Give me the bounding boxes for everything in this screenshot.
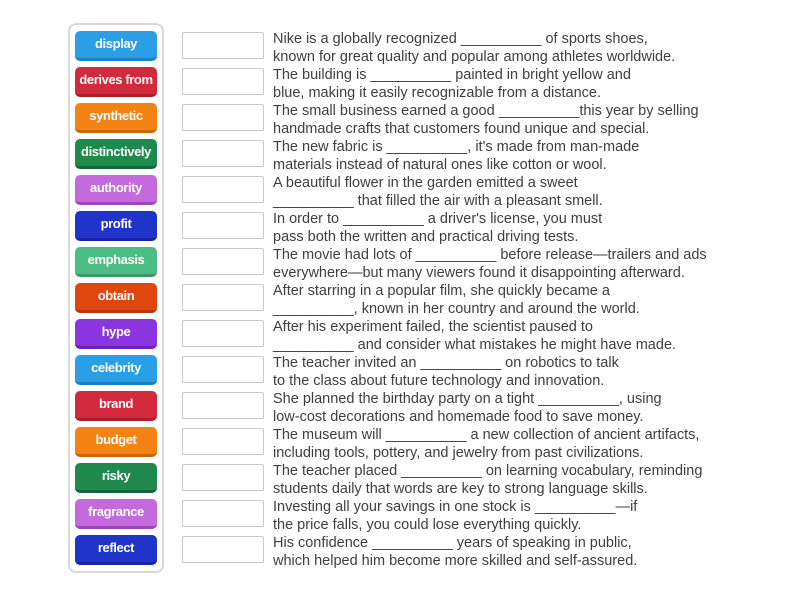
- answer-dropzone[interactable]: [182, 428, 264, 455]
- word-tile[interactable]: distinctively: [75, 139, 157, 169]
- sentence-line-1: The small business earned a good _______…: [273, 103, 699, 119]
- word-tile[interactable]: authority: [75, 175, 157, 205]
- answer-dropzone[interactable]: [182, 32, 264, 59]
- match-item: The teacher placed __________ on learnin…: [182, 462, 782, 498]
- sentence-line-2: pass both the written and practical driv…: [273, 229, 579, 245]
- answer-dropzone[interactable]: [182, 176, 264, 203]
- sentence-line-2: which helped him become more skilled and…: [273, 553, 638, 569]
- word-tile[interactable]: display: [75, 31, 157, 61]
- word-tile[interactable]: hype: [75, 319, 157, 349]
- sentence-text: Investing all your savings in one stock …: [273, 498, 637, 534]
- answer-dropzone[interactable]: [182, 140, 264, 167]
- sentence-line-1: The teacher invited an __________ on rob…: [273, 355, 619, 371]
- match-item: The teacher invited an __________ on rob…: [182, 354, 782, 390]
- sentence-line-1: The new fabric is __________, it's made …: [273, 139, 640, 155]
- sentence-line-2: the price falls, you could lose everythi…: [273, 517, 582, 533]
- match-item: In order to __________ a driver's licens…: [182, 210, 782, 246]
- answer-dropzone[interactable]: [182, 356, 264, 383]
- sentence-line-2: materials instead of natural ones like c…: [273, 157, 607, 173]
- match-item: After starring in a popular film, she qu…: [182, 282, 782, 318]
- sentence-line-2: known for great quality and popular amon…: [273, 49, 676, 65]
- match-item: Investing all your savings in one stock …: [182, 498, 782, 534]
- answer-dropzone[interactable]: [182, 464, 264, 491]
- match-item: A beautiful flower in the garden emitted…: [182, 174, 782, 210]
- match-item: The building is __________ painted in br…: [182, 66, 782, 102]
- word-tile[interactable]: reflect: [75, 535, 157, 565]
- word-tiles-panel: display derives from synthetic distinctivel…: [68, 23, 164, 573]
- sentence-line-2: handmade crafts that customers found uni…: [273, 121, 650, 137]
- sentence-line-2: students daily that words are key to str…: [273, 481, 648, 497]
- answer-dropzone[interactable]: [182, 212, 264, 239]
- sentence-line-1: His confidence __________ years of speak…: [273, 535, 632, 551]
- word-tile[interactable]: brand: [75, 391, 157, 421]
- sentence-text: The teacher invited an __________ on rob…: [273, 354, 619, 390]
- sentence-text: After starring in a popular film, she qu…: [273, 282, 640, 318]
- sentence-line-1: The movie had lots of __________ before …: [273, 247, 707, 263]
- answer-dropzone[interactable]: [182, 392, 264, 419]
- sentence-line-1: She planned the birthday party on a tigh…: [273, 391, 662, 407]
- sentence-text: Nike is a globally recognized __________…: [273, 30, 675, 66]
- word-tile[interactable]: budget: [75, 427, 157, 457]
- answer-dropzone[interactable]: [182, 104, 264, 131]
- word-tile[interactable]: fragrance: [75, 499, 157, 529]
- sentence-text: After his experiment failed, the scienti…: [273, 318, 676, 354]
- sentence-text: The small business earned a good _______…: [273, 102, 699, 138]
- sentence-line-2: __________ that filled the air with a pl…: [273, 193, 603, 209]
- match-item: The small business earned a good _______…: [182, 102, 782, 138]
- word-tile[interactable]: synthetic: [75, 103, 157, 133]
- match-item: The movie had lots of __________ before …: [182, 246, 782, 282]
- answer-dropzone[interactable]: [182, 68, 264, 95]
- sentence-line-2: everywhere—but many viewers found it dis…: [273, 265, 685, 281]
- match-item: After his experiment failed, the scienti…: [182, 318, 782, 354]
- sentence-text: The museum will __________ a new collect…: [273, 426, 699, 462]
- match-item: She planned the birthday party on a tigh…: [182, 390, 782, 426]
- answer-dropzone[interactable]: [182, 320, 264, 347]
- answer-dropzone[interactable]: [182, 536, 264, 563]
- match-item: The museum will __________ a new collect…: [182, 426, 782, 462]
- sentence-line-1: In order to __________ a driver's licens…: [273, 211, 603, 227]
- sentence-text: A beautiful flower in the garden emitted…: [273, 174, 603, 210]
- sentence-list: Nike is a globally recognized __________…: [182, 30, 782, 570]
- sentence-line-1: The museum will __________ a new collect…: [273, 427, 700, 443]
- sentence-line-1: Nike is a globally recognized __________…: [273, 31, 648, 47]
- sentence-line-1: The building is __________ painted in br…: [273, 67, 631, 83]
- sentence-line-1: A beautiful flower in the garden emitted…: [273, 175, 578, 191]
- answer-dropzone[interactable]: [182, 284, 264, 311]
- sentence-line-1: The teacher placed __________ on learnin…: [273, 463, 703, 479]
- sentence-line-2: to the class about future technology and…: [273, 373, 605, 389]
- sentence-text: The new fabric is __________, it's made …: [273, 138, 639, 174]
- word-tile[interactable]: risky: [75, 463, 157, 493]
- sentence-line-2: blue, making it easily recognizable from…: [273, 85, 602, 101]
- sentence-text: His confidence __________ years of speak…: [273, 534, 637, 570]
- sentence-text: In order to __________ a driver's licens…: [273, 210, 602, 246]
- word-tile[interactable]: emphasis: [75, 247, 157, 277]
- sentence-text: The building is __________ painted in br…: [273, 66, 631, 102]
- sentence-line-2: __________ and consider what mistakes he…: [273, 337, 677, 353]
- sentence-line-1: After his experiment failed, the scienti…: [273, 319, 593, 335]
- sentence-line-2: including tools, pottery, and jewelry fr…: [273, 445, 644, 461]
- word-tile[interactable]: celebrity: [75, 355, 157, 385]
- match-item: The new fabric is __________, it's made …: [182, 138, 782, 174]
- sentence-text: She planned the birthday party on a tigh…: [273, 390, 662, 426]
- sentence-line-1: After starring in a popular film, she qu…: [273, 283, 610, 299]
- match-item: His confidence __________ years of speak…: [182, 534, 782, 570]
- sentence-text: The movie had lots of __________ before …: [273, 246, 707, 282]
- answer-dropzone[interactable]: [182, 500, 264, 527]
- word-tile[interactable]: obtain: [75, 283, 157, 313]
- sentence-line-2: low-cost decorations and homemade food t…: [273, 409, 644, 425]
- match-item: Nike is a globally recognized __________…: [182, 30, 782, 66]
- answer-dropzone[interactable]: [182, 248, 264, 275]
- sentence-line-2: __________, known in her country and aro…: [273, 301, 640, 317]
- sentence-text: The teacher placed __________ on learnin…: [273, 462, 702, 498]
- word-tile[interactable]: derives from: [75, 67, 157, 97]
- word-tile[interactable]: profit: [75, 211, 157, 241]
- sentence-line-1: Investing all your savings in one stock …: [273, 499, 638, 515]
